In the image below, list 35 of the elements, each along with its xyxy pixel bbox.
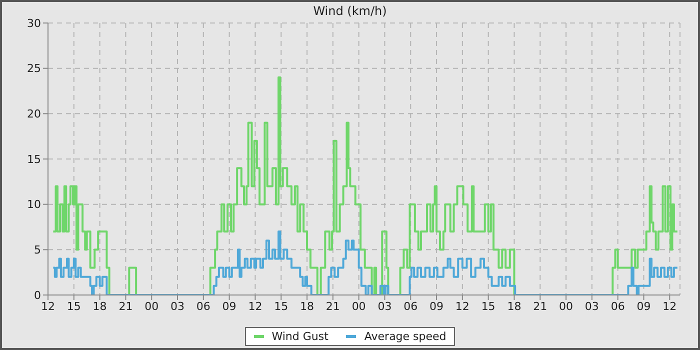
y-tick-label: 20 [27,108,41,121]
x-tick-label: 00 [559,300,574,313]
x-tick-label: 06 [196,300,210,313]
y-tick-label: 0 [34,288,41,302]
x-tick-label: 15 [66,300,81,313]
x-tick-label: 21 [326,300,340,313]
x-tick-label: 03 [170,300,185,313]
x-tick-label: 06 [404,300,418,313]
x-tick-label: 12 [41,300,55,313]
x-tick-label: 09 [636,300,651,313]
y-tick-label: 5 [34,244,41,257]
x-tick-label: 06 [610,300,625,313]
x-tick-label: 21 [533,300,548,313]
x-tick-label: 12 [455,300,470,313]
legend-label: Average speed [364,330,446,343]
x-tick-label: 03 [584,300,599,313]
x-tick-label: 21 [118,300,133,313]
chart-title: Wind (km/h) [312,4,388,18]
x-tick-label: 15 [481,300,496,313]
y-tick-label: 15 [27,152,41,166]
x-tick-label: 09 [430,300,444,313]
x-tick-label: 18 [92,300,107,313]
x-tick-label: 00 [352,300,366,313]
x-tick-label: 03 [378,300,392,313]
x-tick-label: 12 [248,300,262,313]
x-tick-label: 15 [274,300,288,313]
x-tick-label: 18 [300,300,314,313]
x-tick-label: 00 [144,300,159,313]
y-tick-label: 25 [27,62,41,76]
x-tick-label: 18 [507,300,522,313]
y-tick-label: 30 [27,16,41,30]
x-tick-label: 09 [222,300,236,313]
legend-label: Wind Gust [272,330,328,343]
x-tick-label: 12 [662,300,677,313]
y-tick-label: 10 [27,198,41,212]
